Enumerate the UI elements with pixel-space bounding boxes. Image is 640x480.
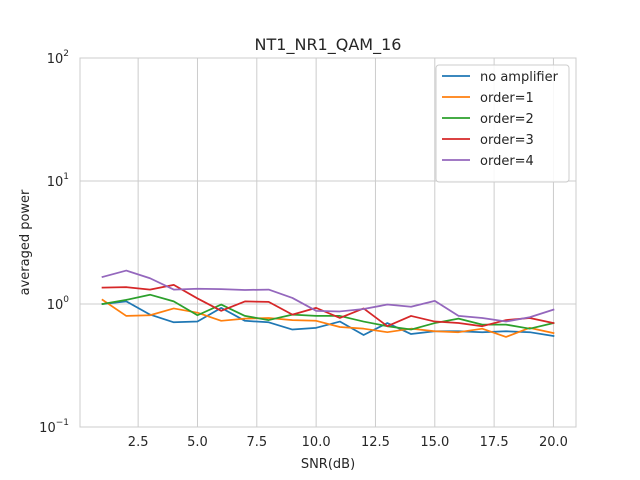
series-line (101, 284, 555, 328)
y-tick-labels: 10−1 100 101 102 (39, 49, 69, 436)
x-tick-label: 2.5 (128, 435, 149, 450)
x-tick-label: 10.0 (302, 435, 331, 450)
legend-label: order=4 (480, 154, 534, 169)
legend-label: order=2 (480, 112, 534, 127)
x-axis-label: SNR(dB) (301, 457, 355, 472)
legend-box (435, 64, 570, 183)
y-tick-label: 102 (47, 49, 69, 67)
legend: no amplifier order=1 order=2 order=3 order=4 (435, 64, 570, 183)
legend-label: no amplifier (480, 70, 559, 85)
series-line (101, 293, 555, 331)
series-line (101, 298, 555, 338)
legend-label: order=1 (480, 91, 534, 106)
x-tick-label: 15.0 (420, 435, 449, 450)
x-tick-label: 20.0 (539, 435, 568, 450)
x-tick-labels: 2.5 5.0 7.5 10.0 12.5 15.0 17.5 20.0 (128, 435, 568, 450)
y-axis-label: averaged power (18, 189, 33, 295)
series-lines (101, 269, 555, 338)
legend-label: order=3 (480, 133, 534, 148)
x-tick-label: 12.5 (361, 435, 390, 450)
chart-title: NT1_NR1_QAM_16 (255, 35, 402, 55)
y-tick-label: 101 (47, 172, 69, 190)
x-tick-label: 7.5 (246, 435, 267, 450)
x-tick-label: 17.5 (480, 435, 509, 450)
y-tick-label: 10−1 (39, 418, 69, 436)
y-tick-label: 100 (47, 295, 70, 313)
x-tick-label: 5.0 (187, 435, 208, 450)
series-line (101, 269, 555, 323)
